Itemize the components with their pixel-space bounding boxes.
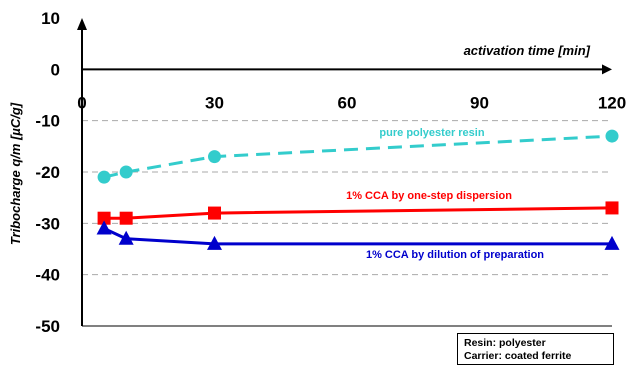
data-point	[119, 165, 133, 179]
y-tick-label: -20	[35, 163, 60, 182]
x-axis-arrow	[602, 64, 612, 75]
y-axis-arrow	[77, 18, 87, 30]
data-point	[97, 211, 111, 225]
series-label: 1% CCA by dilution of preparation	[366, 249, 544, 261]
series-2: 1% CCA by one-step dispersion	[97, 190, 619, 225]
y-tick-label: 10	[41, 9, 60, 28]
series-label: 1% CCA by one-step dispersion	[346, 190, 512, 202]
data-point	[119, 211, 133, 225]
series-line	[104, 206, 613, 220]
series-group: pure polyester resin 1% CCA by one-step d…	[96, 127, 620, 261]
x-tick-label: 120	[598, 93, 626, 112]
x-tick-label: 0	[77, 93, 86, 112]
data-point	[207, 235, 222, 250]
data-point	[208, 150, 221, 164]
annotation-carrier: Carrier: coated ferrite	[464, 350, 572, 362]
y-tick-label: -10	[35, 112, 60, 131]
data-point	[97, 170, 111, 184]
data-point	[605, 129, 619, 143]
y-tick-label: -50	[35, 317, 60, 336]
axes	[77, 18, 612, 326]
series-label: pure polyester resin	[379, 127, 484, 139]
series-1: pure polyester resin	[97, 127, 619, 184]
data-point	[208, 206, 221, 220]
x-tick-label: 60	[338, 93, 357, 112]
annotation-resin: Resin: polyester	[464, 337, 546, 349]
data-point	[118, 230, 134, 245]
y-tick-label: 0	[51, 60, 60, 79]
series-line	[103, 227, 612, 246]
data-point	[604, 235, 620, 250]
x-axis-label: activation time [min]	[464, 43, 591, 58]
y-axis-label: Tribocharge q/m [µC/g]	[8, 102, 23, 245]
series-3: 1% CCA by dilution of preparation	[96, 220, 620, 261]
data-point	[605, 201, 619, 215]
annotation-box: Resin: polyester Carrier: coated ferrite	[457, 333, 614, 365]
y-tick-label: -30	[35, 214, 60, 233]
x-tick-label: 90	[470, 93, 489, 112]
grid-lines	[82, 120, 612, 327]
series-line	[103, 134, 613, 179]
y-tick-labels: 10 0 -10 -20 -30 -40 -50	[35, 9, 60, 336]
y-tick-label: -40	[35, 266, 60, 285]
x-tick-labels: 0 30 60 90 120	[77, 93, 626, 112]
data-point	[96, 220, 112, 235]
x-tick-label: 30	[205, 93, 224, 112]
